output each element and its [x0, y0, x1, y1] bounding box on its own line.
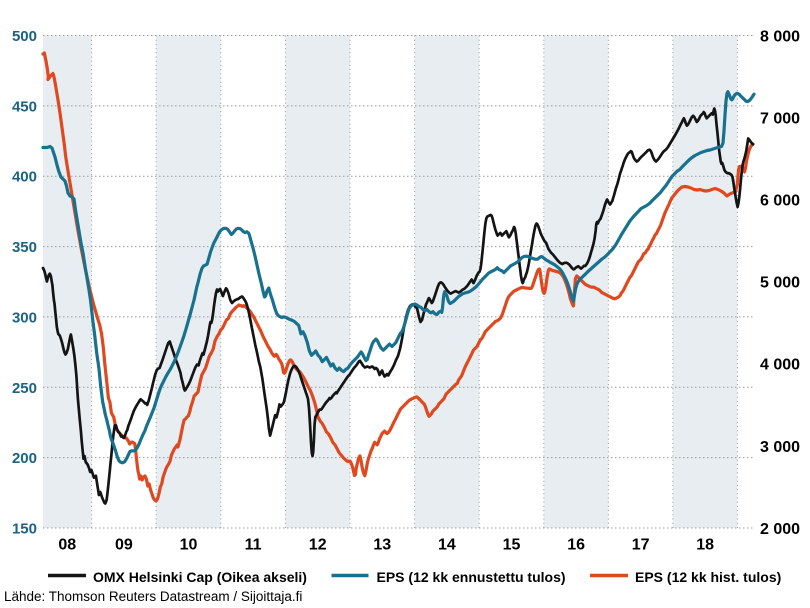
svg-text:EPS (12 kk ennustettu tulos): EPS (12 kk ennustettu tulos): [377, 569, 566, 585]
svg-text:08: 08: [58, 537, 76, 554]
svg-text:OMX Helsinki Cap (Oikea akseli: OMX Helsinki Cap (Oikea akseli): [93, 569, 307, 585]
svg-text:6 000: 6 000: [760, 193, 800, 210]
svg-text:14: 14: [438, 537, 456, 554]
svg-text:450: 450: [12, 98, 37, 115]
svg-text:Lähde: Thomson Reuters Datastr: Lähde: Thomson Reuters Datastream / Sijo…: [4, 589, 302, 604]
svg-text:12: 12: [309, 537, 327, 554]
svg-text:5 000: 5 000: [760, 275, 800, 292]
svg-text:500: 500: [12, 28, 37, 45]
svg-text:2 000: 2 000: [760, 521, 800, 538]
svg-text:09: 09: [115, 537, 133, 554]
svg-text:200: 200: [12, 450, 37, 467]
svg-text:13: 13: [373, 537, 391, 554]
svg-text:150: 150: [12, 521, 37, 538]
svg-text:EPS (12 kk hist. tulos): EPS (12 kk hist. tulos): [635, 569, 781, 585]
svg-text:15: 15: [503, 537, 521, 554]
svg-text:250: 250: [12, 380, 37, 397]
svg-text:7 000: 7 000: [760, 110, 800, 127]
svg-text:400: 400: [12, 169, 37, 186]
svg-text:8 000: 8 000: [760, 28, 800, 45]
svg-text:11: 11: [245, 537, 262, 554]
svg-text:3 000: 3 000: [760, 439, 800, 456]
svg-text:16: 16: [567, 537, 585, 554]
svg-text:18: 18: [696, 537, 714, 554]
svg-text:4 000: 4 000: [760, 357, 800, 374]
svg-text:17: 17: [632, 537, 650, 554]
svg-text:350: 350: [12, 239, 37, 256]
svg-text:300: 300: [12, 309, 37, 326]
svg-text:10: 10: [180, 537, 198, 554]
